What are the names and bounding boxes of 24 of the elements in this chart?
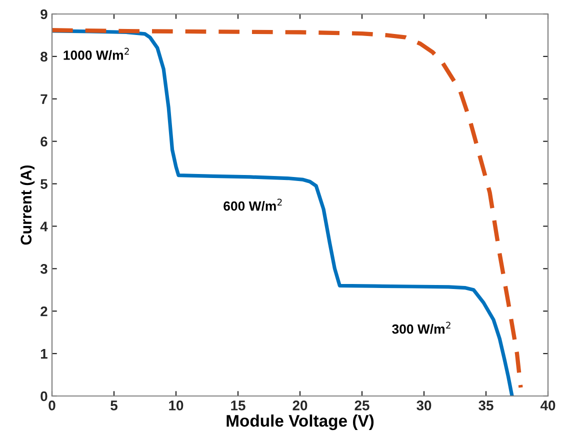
y-tick-label: 7 — [40, 94, 48, 104]
y-tick-label: 4 — [40, 222, 48, 232]
y-tick-label: 2 — [40, 306, 48, 316]
y-tick-label: 8 — [40, 52, 48, 62]
y-tick-label: 1 — [40, 349, 48, 359]
x-axis-title: Module Voltage (V) — [226, 414, 374, 430]
y-tick-label: 0 — [40, 391, 48, 402]
annotation: 1000 W/m$^{2}$ — [64, 48, 129, 60]
x-tick-label: 10 — [169, 400, 184, 410]
y-tick-label: 9 — [40, 9, 48, 20]
annotation: 300 W/m$^{2}$ — [392, 322, 450, 334]
y-tick-label: 3 — [40, 264, 48, 274]
x-tick-label: 0 — [48, 400, 56, 410]
annotation: 600 W/m$^{2}$ — [224, 198, 282, 211]
x-tick-label: 35 — [478, 400, 494, 410]
x-tick-label: 5 — [110, 400, 118, 410]
y-tick-label: 6 — [40, 136, 48, 147]
y-axis-title: Current (A) — [20, 165, 35, 245]
x-tick-label: 25 — [354, 400, 370, 410]
x-tick-label: 30 — [416, 400, 432, 410]
y-tick-label: 5 — [40, 179, 48, 189]
x-tick-label: 20 — [292, 400, 308, 410]
x-tick-label: 40 — [540, 400, 556, 410]
x-tick-label: 15 — [231, 400, 246, 410]
